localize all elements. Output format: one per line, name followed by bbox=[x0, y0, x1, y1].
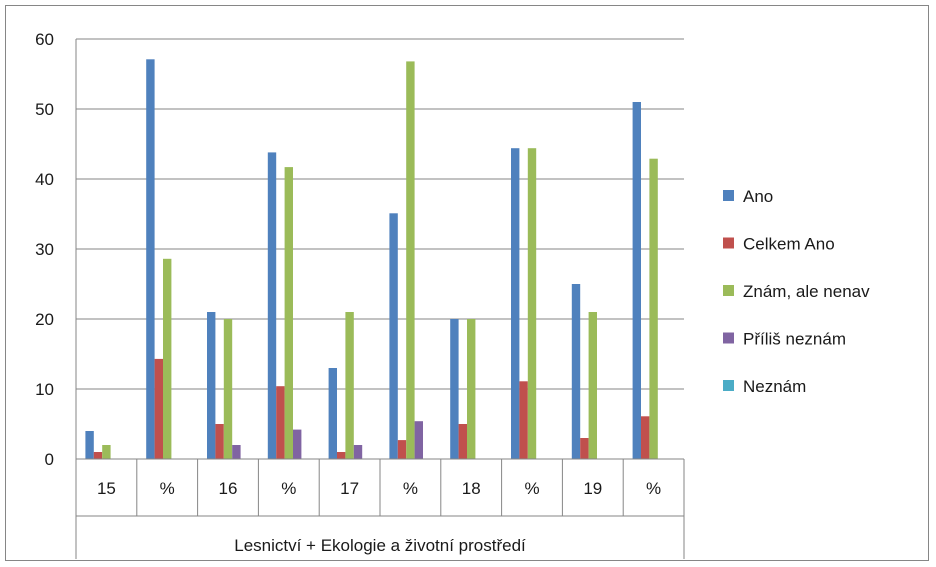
y-tick-label: 20 bbox=[35, 310, 54, 329]
bar bbox=[93, 452, 103, 459]
y-tick-label: 0 bbox=[45, 450, 54, 469]
y-tick-label: 60 bbox=[35, 30, 54, 49]
bar bbox=[85, 431, 94, 459]
bar bbox=[632, 102, 641, 459]
bar bbox=[649, 158, 658, 459]
legend-swatch bbox=[723, 332, 734, 344]
x-tick-label: % bbox=[403, 479, 418, 498]
chart-frame bbox=[5, 5, 929, 561]
legend-label: Příliš neznám bbox=[743, 330, 846, 349]
x-axis-labels: 15% 16% 17% 18% 19% bbox=[97, 479, 661, 498]
bar bbox=[223, 319, 233, 459]
bar bbox=[467, 319, 476, 459]
legend-label: Celkem Ano bbox=[743, 235, 835, 254]
legend-swatch bbox=[723, 190, 734, 201]
x-tick-label: 19 bbox=[583, 479, 602, 498]
bar bbox=[337, 452, 346, 459]
bar bbox=[328, 368, 337, 459]
x-tick-label: 16 bbox=[219, 479, 238, 498]
y-tick-label: 40 bbox=[35, 170, 54, 189]
bar bbox=[519, 381, 528, 459]
x-tick-label: % bbox=[646, 479, 661, 498]
legend-label: Znám, ale nenav bbox=[743, 282, 870, 301]
y-tick-label: 50 bbox=[35, 100, 54, 119]
bar bbox=[163, 258, 172, 459]
bar bbox=[207, 312, 216, 459]
bar bbox=[571, 284, 581, 459]
bar bbox=[458, 424, 467, 459]
x-tick-label: % bbox=[524, 479, 539, 498]
x-tick-label: 18 bbox=[462, 479, 481, 498]
legend-swatch bbox=[723, 380, 734, 391]
bar bbox=[580, 438, 589, 459]
bar bbox=[215, 424, 224, 459]
y-tick-label: 10 bbox=[35, 380, 54, 399]
bar bbox=[102, 445, 111, 459]
bar bbox=[450, 319, 459, 459]
bar bbox=[588, 312, 597, 459]
x-tick-label: % bbox=[281, 479, 296, 498]
bar bbox=[154, 358, 163, 459]
bar bbox=[353, 445, 363, 459]
bar bbox=[232, 445, 241, 459]
legend: Ano Celkem Ano Znám, ale nenav Příliš nezná… bbox=[723, 187, 870, 396]
bar bbox=[389, 213, 398, 459]
legend-swatch bbox=[723, 237, 734, 249]
legend-swatch bbox=[723, 285, 734, 296]
bar bbox=[284, 167, 293, 459]
legend-label: Ano bbox=[743, 187, 773, 206]
bar bbox=[276, 386, 285, 459]
gridlines bbox=[76, 38, 684, 390]
bar bbox=[146, 59, 155, 460]
x-axis bbox=[75, 39, 685, 559]
y-tick-label: 30 bbox=[35, 240, 54, 259]
bar bbox=[406, 61, 415, 460]
category-group-label: Lesnictví + Ekologie a životní prostředí bbox=[234, 536, 526, 555]
x-tick-label: 15 bbox=[97, 479, 116, 498]
x-tick-label: 17 bbox=[340, 479, 359, 498]
bar bbox=[267, 152, 277, 459]
bar bbox=[397, 440, 407, 459]
bar bbox=[293, 429, 302, 459]
x-tick-label: % bbox=[160, 479, 175, 498]
bars bbox=[85, 59, 658, 460]
bar bbox=[511, 148, 520, 459]
bar bbox=[414, 421, 423, 459]
y-axis-ticks: 0 10 20 30 40 50 60 bbox=[35, 30, 54, 469]
bar bbox=[527, 148, 537, 459]
legend-label: Neznám bbox=[743, 377, 806, 396]
bar bbox=[345, 312, 354, 459]
bar bbox=[641, 416, 650, 459]
